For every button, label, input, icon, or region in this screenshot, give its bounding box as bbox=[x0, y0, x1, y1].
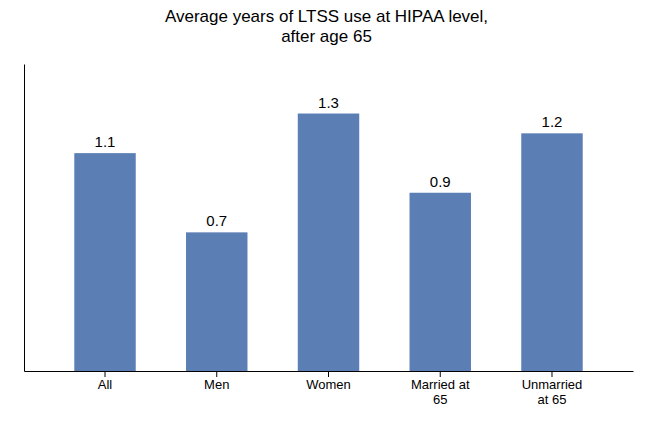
text-line: Married at bbox=[411, 377, 470, 392]
data-label: 1.2 bbox=[542, 113, 563, 130]
x-tick: Men bbox=[204, 371, 229, 392]
y-axis bbox=[24, 65, 25, 372]
text-line: Women bbox=[306, 377, 351, 392]
x-tick: Unmarriedat 65 bbox=[522, 371, 583, 407]
data-label: 0.7 bbox=[206, 212, 227, 229]
chart-title: Average years of LTSS use at HIPAA level… bbox=[165, 7, 488, 46]
text-line: Average years of LTSS use at HIPAA level… bbox=[165, 7, 488, 26]
x-tick-mark bbox=[105, 371, 106, 377]
data-label: 1.1 bbox=[95, 133, 116, 150]
text-line: Men bbox=[204, 377, 229, 392]
text-line: after age 65 bbox=[281, 27, 372, 46]
bar bbox=[298, 114, 359, 371]
y-axis-line bbox=[24, 65, 25, 372]
x-tick-label: Married at65 bbox=[411, 377, 470, 407]
bar bbox=[74, 153, 135, 371]
chart-container: Average years of LTSS use at HIPAA level… bbox=[0, 0, 653, 423]
x-tick-mark bbox=[328, 371, 329, 377]
x-tick-label: Women bbox=[306, 377, 351, 392]
text-line: All bbox=[98, 377, 113, 392]
text-line: Unmarried bbox=[522, 377, 583, 392]
x-axis: All Men Women Married at65 Unmarriedat 65 bbox=[25, 371, 634, 407]
x-tick-label: Unmarriedat 65 bbox=[522, 377, 583, 407]
x-tick-mark bbox=[551, 371, 552, 377]
bar bbox=[410, 193, 471, 371]
chart-svg: Average years of LTSS use at HIPAA level… bbox=[0, 0, 653, 423]
x-tick-label: All bbox=[98, 377, 113, 392]
data-labels: 1.1 0.7 1.3 0.9 1.2 bbox=[95, 94, 563, 230]
text-line: at 65 bbox=[538, 392, 567, 407]
x-tick-mark bbox=[440, 371, 441, 377]
bar bbox=[186, 232, 247, 371]
text-line: 65 bbox=[433, 392, 447, 407]
data-label: 0.9 bbox=[430, 173, 451, 190]
x-tick-mark bbox=[216, 371, 217, 377]
x-tick: Women bbox=[306, 371, 351, 392]
bar bbox=[521, 133, 582, 371]
x-tick: Married at65 bbox=[411, 371, 470, 407]
x-tick: All bbox=[98, 371, 113, 392]
x-tick-label: Men bbox=[204, 377, 229, 392]
plot-area: 1.1 0.7 1.3 0.9 1.2 All Men Women Married at65 Un… bbox=[25, 65, 634, 408]
data-label: 1.3 bbox=[318, 94, 339, 111]
bars bbox=[74, 114, 582, 371]
